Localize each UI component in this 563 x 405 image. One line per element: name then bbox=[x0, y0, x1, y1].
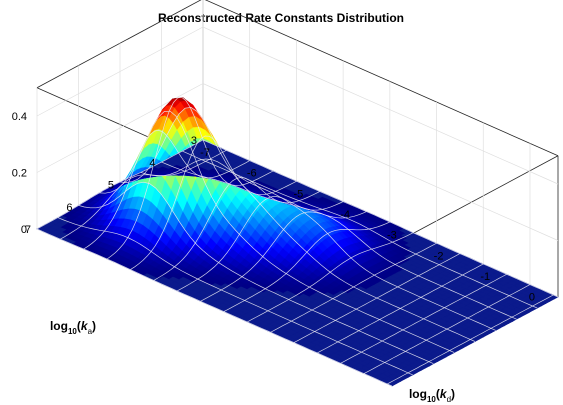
z-tick-label: 0 bbox=[21, 224, 27, 236]
z-tick-label: 0.4 bbox=[12, 111, 27, 123]
surface-meshline bbox=[161, 161, 517, 320]
z-gridline bbox=[36, 26, 559, 185]
axes-grid bbox=[36, 0, 559, 298]
surface-meshline bbox=[182, 150, 538, 309]
x-tick-label: -5 bbox=[294, 188, 304, 200]
x-tick-label: -1 bbox=[480, 271, 490, 283]
box-edge bbox=[204, 0, 559, 157]
y-tick-label: 6 bbox=[66, 202, 72, 214]
surface-meshline bbox=[202, 139, 559, 298]
surface-meshline bbox=[140, 158, 496, 331]
x-tick-label: -2 bbox=[434, 250, 444, 262]
surface-meshline bbox=[78, 181, 434, 365]
x-tick-label: -4 bbox=[340, 209, 350, 221]
chart-title: Reconstructed Rate Constants Distributio… bbox=[158, 11, 404, 25]
y-tick-label: 7 bbox=[25, 224, 31, 236]
x-tick-label: 0 bbox=[529, 292, 535, 304]
y-tick-label: 3 bbox=[191, 135, 197, 147]
surface-meshline bbox=[99, 110, 455, 353]
y-axis-label: log10(ka) bbox=[50, 319, 96, 336]
surface-meshline bbox=[119, 107, 476, 342]
x-tick-label: -7 bbox=[200, 147, 210, 159]
y-tick-label: 4 bbox=[149, 157, 155, 169]
surface-meshline bbox=[57, 217, 413, 376]
z-tick-label: 0.2 bbox=[12, 168, 27, 180]
x-tick-label: -3 bbox=[387, 230, 397, 242]
x-axis-label: log10(kd) bbox=[409, 387, 455, 404]
box-edge bbox=[391, 155, 559, 246]
x-tick-label: -6 bbox=[247, 168, 257, 180]
surface-plot bbox=[36, 96, 559, 387]
y-tick-label: 5 bbox=[108, 180, 114, 192]
surface-meshline bbox=[36, 228, 393, 387]
